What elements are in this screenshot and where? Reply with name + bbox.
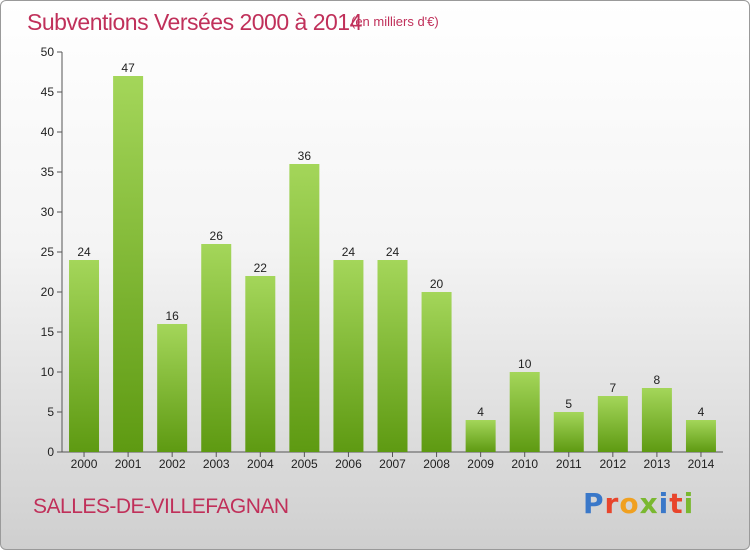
y-tick-label: 20: [41, 285, 55, 299]
x-tick-label: 2006: [335, 457, 362, 471]
y-tick-label: 5: [47, 405, 54, 419]
bar-2003: [201, 244, 232, 452]
bar-2007: [377, 260, 408, 452]
bar-2013: [641, 388, 672, 452]
logo-letter: o: [619, 487, 640, 520]
y-tick-label: 45: [41, 85, 55, 99]
bar-2012: [597, 396, 628, 452]
bar-value-label: 22: [254, 261, 268, 275]
y-tick-label: 50: [41, 45, 55, 59]
bar-value-label: 4: [477, 405, 484, 419]
chart-title: Subventions Versées 2000 à 2014: [27, 9, 362, 35]
bar-2000: [69, 260, 100, 452]
x-tick-label: 2005: [291, 457, 318, 471]
logo-letter: P: [583, 487, 605, 520]
bar-2011: [553, 412, 584, 452]
bar-value-label: 24: [77, 245, 91, 259]
x-tick-label: 2013: [644, 457, 671, 471]
x-tick-label: 2003: [203, 457, 230, 471]
x-tick-label: 2004: [247, 457, 274, 471]
y-tick-label: 15: [41, 325, 55, 339]
chart-subtitle: (en milliers d'€): [351, 14, 439, 29]
bar-value-label: 47: [121, 61, 135, 75]
x-tick-label: 2008: [423, 457, 450, 471]
y-tick-label: 35: [41, 165, 55, 179]
x-tick-label: 2010: [511, 457, 538, 471]
bar-value-label: 24: [386, 245, 400, 259]
y-tick-label: 10: [41, 365, 55, 379]
bar-2002: [157, 324, 188, 452]
proxiti-logo: Proxiti: [583, 487, 694, 520]
bar-value-label: 36: [298, 149, 312, 163]
bar-2008: [421, 292, 452, 452]
x-tick-label: 2009: [467, 457, 494, 471]
bar-2001: [113, 76, 144, 452]
bar-value-label: 7: [609, 381, 616, 395]
x-tick-label: 2011: [556, 457, 582, 471]
x-tick-label: 2007: [379, 457, 406, 471]
bar-2014: [685, 420, 716, 452]
y-tick-label: 0: [47, 445, 54, 459]
bar-2006: [333, 260, 364, 452]
x-tick-label: 2002: [159, 457, 186, 471]
commune-name: SALLES-DE-VILLEFAGNAN: [33, 495, 289, 518]
y-tick-label: 25: [41, 245, 55, 259]
logo-letter: i: [658, 487, 670, 520]
y-tick-label: 30: [41, 205, 55, 219]
chart-labels: 2000242001472002162003262004222005362006…: [71, 61, 715, 471]
y-tick-label: 40: [41, 125, 55, 139]
bar-2009: [465, 420, 496, 452]
x-tick-label: 2001: [115, 457, 142, 471]
bar-value-label: 10: [518, 357, 532, 371]
chart-bars: [69, 76, 716, 452]
x-tick-label: 2000: [71, 457, 98, 471]
logo-letter: t: [669, 487, 684, 520]
bar-value-label: 16: [165, 309, 179, 323]
x-tick-label: 2012: [599, 457, 626, 471]
bar-value-label: 8: [654, 373, 661, 387]
bar-value-label: 4: [698, 405, 705, 419]
bar-value-label: 5: [565, 397, 572, 411]
x-tick-label: 2014: [688, 457, 715, 471]
bar-value-label: 20: [430, 277, 444, 291]
bar-value-label: 26: [210, 229, 224, 243]
logo-letter: x: [639, 487, 659, 520]
bar-2005: [289, 164, 320, 452]
bar-2004: [245, 276, 276, 452]
bar-2010: [509, 372, 540, 452]
logo-letter: i: [683, 487, 695, 520]
bar-value-label: 24: [342, 245, 356, 259]
logo-letter: r: [604, 487, 620, 520]
